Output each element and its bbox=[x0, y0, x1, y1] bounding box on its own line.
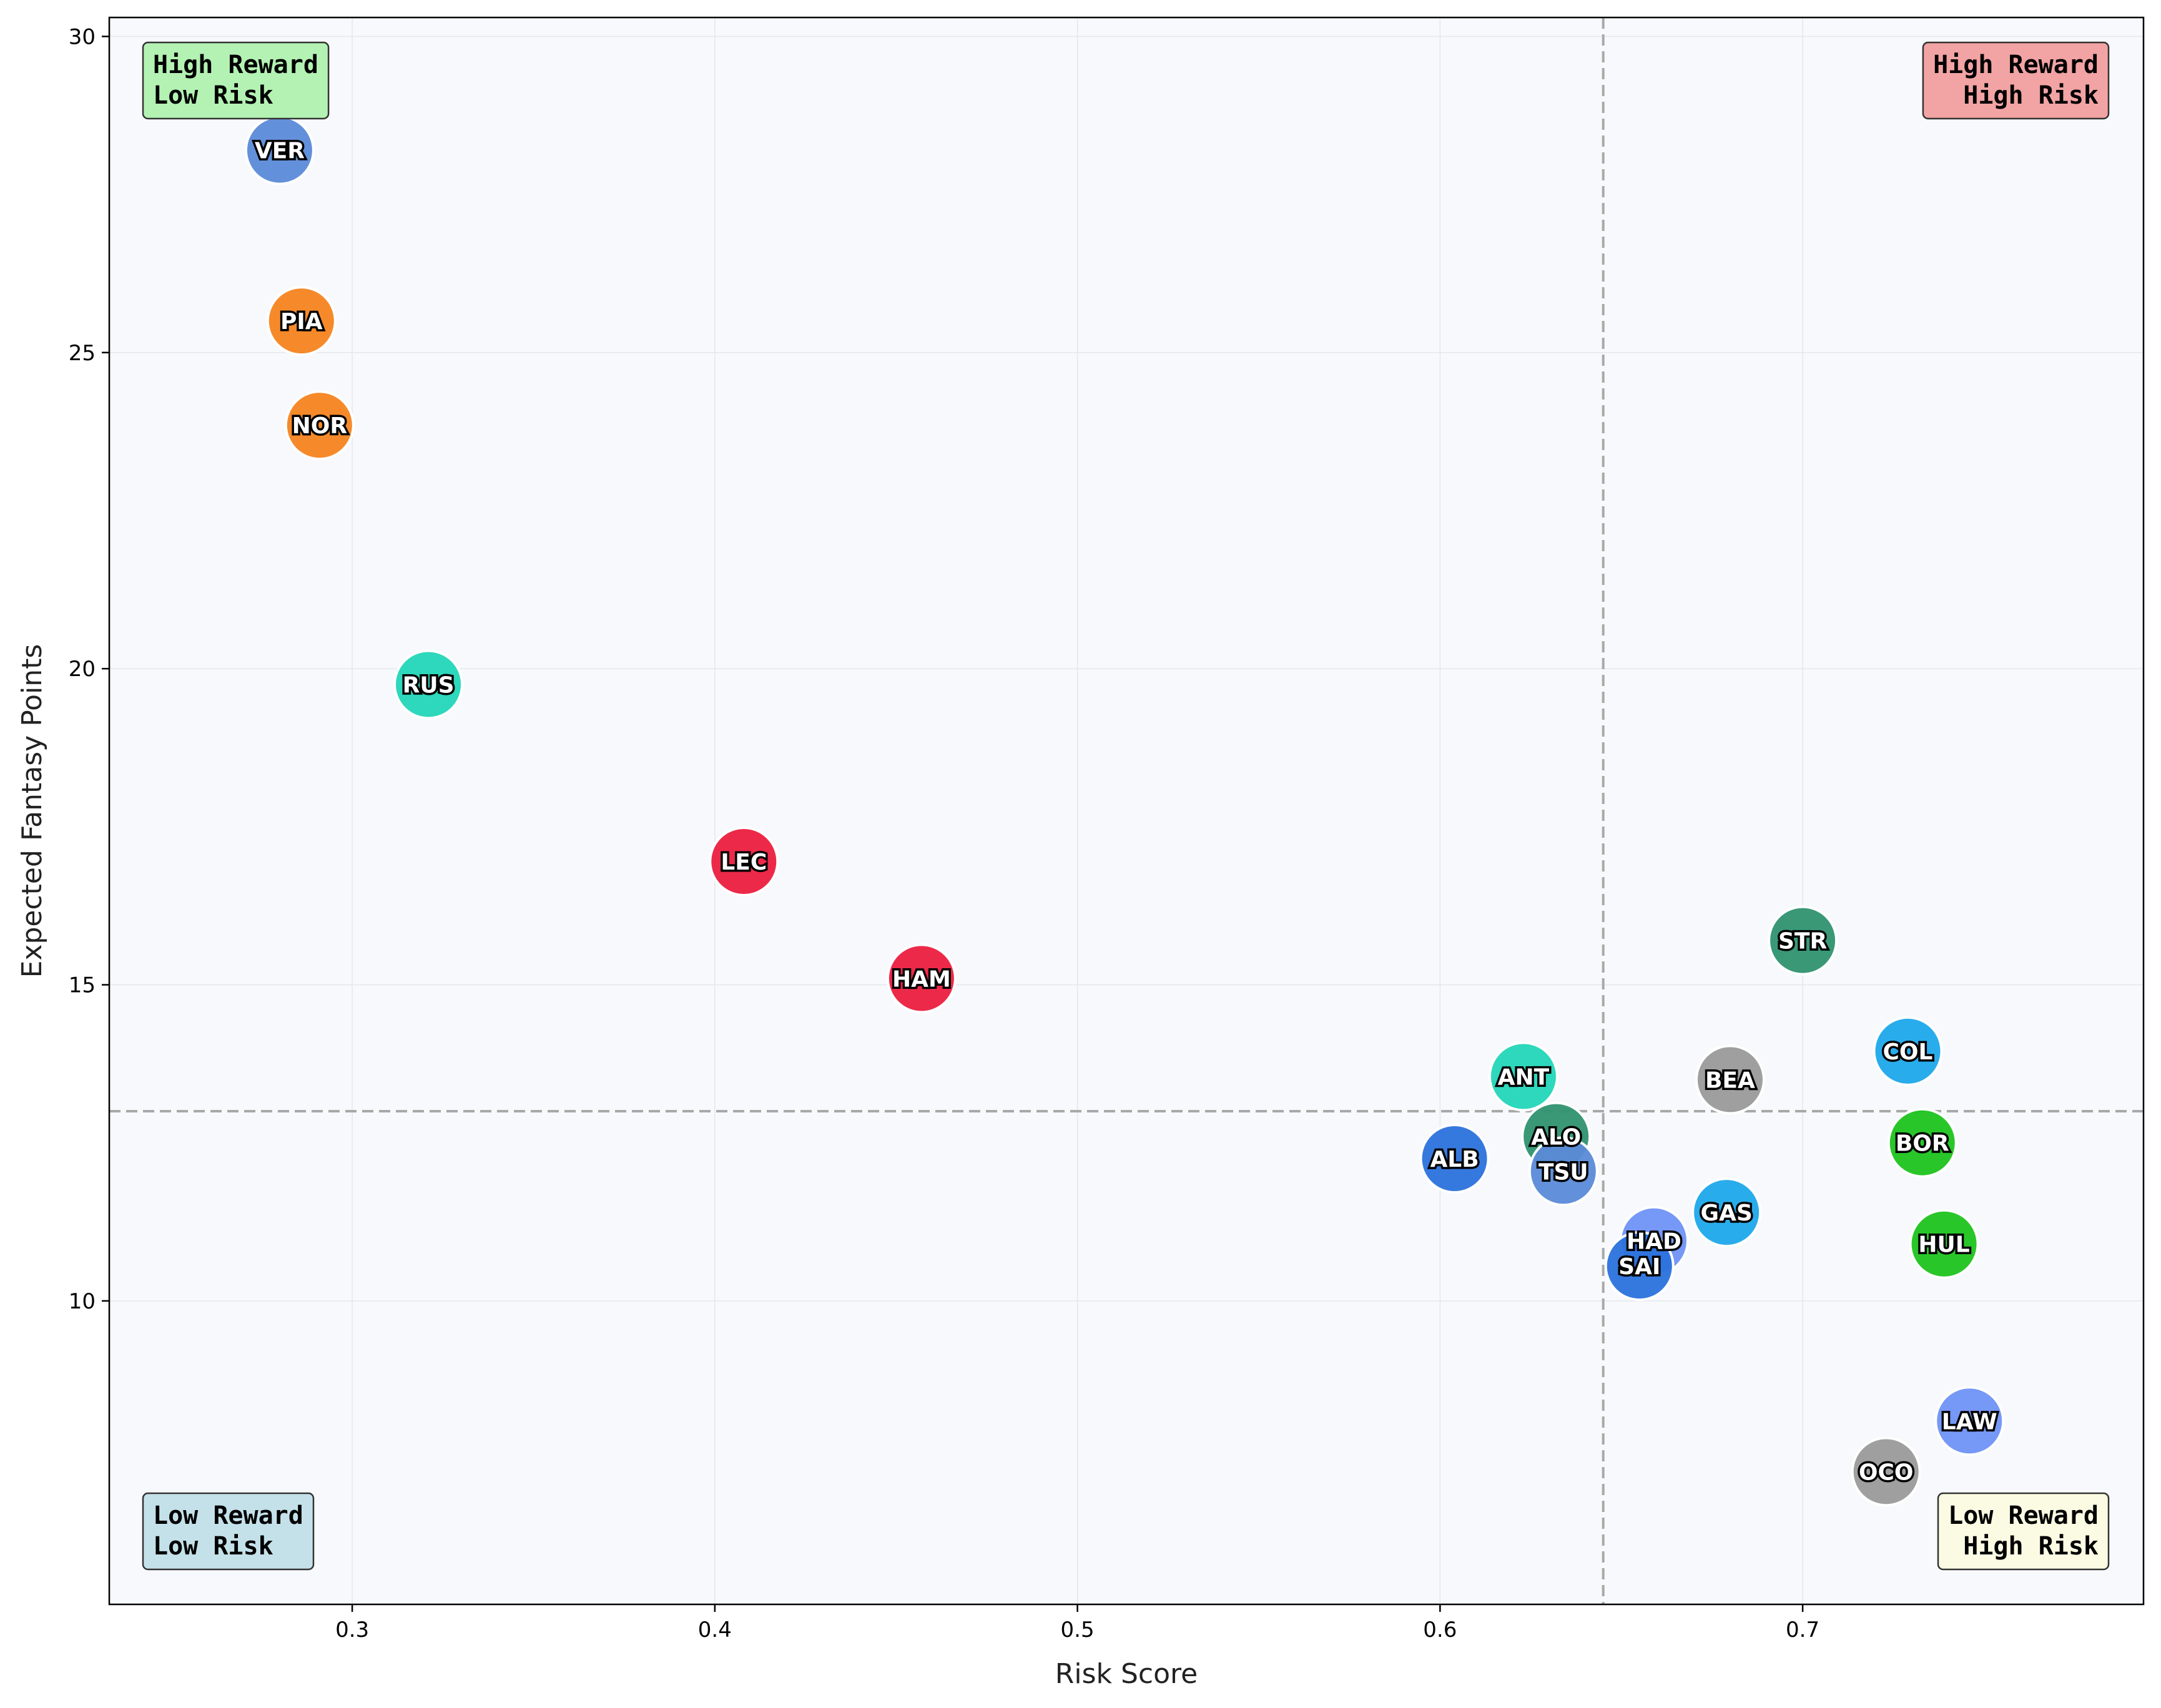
quadrant-text: Low Reward bbox=[1948, 1501, 2099, 1530]
data-point-sai bbox=[1604, 1231, 1675, 1302]
data-point-col bbox=[1873, 1016, 1943, 1086]
quadrant-text: Low Reward bbox=[153, 1501, 303, 1530]
data-label-alo: ALO bbox=[1531, 1125, 1581, 1151]
data-label-ant: ANT bbox=[1498, 1064, 1550, 1090]
quadrant-text: High Risk bbox=[1963, 81, 2099, 110]
data-point-ant bbox=[1488, 1041, 1558, 1112]
data-label-tsu: TSU bbox=[1538, 1159, 1588, 1185]
quadrant-text: Low Risk bbox=[153, 1532, 273, 1561]
x-tick-label: 0.6 bbox=[1423, 1617, 1457, 1642]
data-label-alb: ALB bbox=[1430, 1147, 1479, 1172]
data-label-law: LAW bbox=[1942, 1409, 1997, 1435]
y-tick-label: 15 bbox=[69, 973, 96, 998]
point-labels: VER PIA NOR RUS LEC HAM ANT ALB ALO TSU STR BEA COL B… bbox=[252, 136, 1999, 1488]
plot-frame bbox=[108, 16, 2145, 1606]
quadrant-text: High Reward bbox=[153, 51, 318, 79]
data-point-nor bbox=[284, 390, 355, 461]
data-point-str bbox=[1768, 905, 1838, 976]
data-label-str: STR bbox=[1778, 929, 1827, 955]
quadrant-box bbox=[1937, 1492, 2110, 1571]
data-label-rus: RUS bbox=[403, 672, 455, 698]
data-label-gas: GAS bbox=[1700, 1200, 1752, 1226]
x-tick-label: 0.5 bbox=[1061, 1617, 1095, 1642]
y-tick-label: 25 bbox=[69, 341, 96, 366]
data-point-alb bbox=[1419, 1124, 1490, 1194]
x-tick-label: 0.4 bbox=[698, 1617, 732, 1642]
x-tick-label: 0.7 bbox=[1786, 1617, 1819, 1642]
data-point-bor bbox=[1887, 1107, 1957, 1178]
y-tick-label: 30 bbox=[69, 24, 96, 49]
quadrant-text: Low Risk bbox=[153, 81, 273, 110]
data-label-bor: BOR bbox=[1896, 1131, 1949, 1157]
y-tick-label: 10 bbox=[69, 1289, 96, 1314]
data-point-hul bbox=[1909, 1209, 1979, 1279]
quadrant-box bbox=[142, 1492, 315, 1571]
quadrant-box bbox=[142, 41, 330, 120]
plot-area bbox=[109, 17, 2144, 1604]
data-label-ver: VER bbox=[255, 139, 305, 164]
reference-lines bbox=[109, 17, 2144, 1604]
data-points bbox=[244, 115, 2005, 1507]
data-label-oco: OCO bbox=[1859, 1460, 1914, 1485]
data-label-had: HAD bbox=[1627, 1229, 1681, 1255]
data-point-pia bbox=[266, 286, 337, 356]
data-point-rus bbox=[393, 649, 464, 720]
y-tick-label: 20 bbox=[69, 657, 96, 682]
data-label-lec: LEC bbox=[721, 850, 767, 875]
data-label-hul: HUL bbox=[1918, 1232, 1969, 1258]
data-point-ham bbox=[886, 943, 957, 1014]
data-label-ham: HAM bbox=[892, 966, 951, 992]
data-point-law bbox=[1934, 1386, 2005, 1456]
y-axis-label: Expected Fantasy Points bbox=[16, 644, 48, 978]
y-axis-ticks: 10 15 20 25 30 bbox=[69, 24, 109, 1314]
data-point-tsu bbox=[1528, 1136, 1598, 1207]
data-label-pia: PIA bbox=[280, 309, 323, 335]
quadrant-text: High Risk bbox=[1963, 1532, 2099, 1561]
data-label-col: COL bbox=[1883, 1039, 1933, 1065]
x-axis-ticks: 0.3 0.4 0.5 0.6 0.7 bbox=[335, 1604, 1819, 1642]
x-axis-label: Risk Score bbox=[1055, 1658, 1198, 1690]
data-point-gas bbox=[1691, 1177, 1762, 1248]
x-tick-label: 0.3 bbox=[335, 1617, 369, 1642]
data-point-bea bbox=[1695, 1044, 1765, 1115]
grid bbox=[109, 17, 2144, 1604]
data-label-sai: SAI bbox=[1618, 1254, 1660, 1280]
quadrant-text: High Reward bbox=[1933, 51, 2099, 79]
data-label-bea: BEA bbox=[1705, 1068, 1755, 1093]
data-point-oco bbox=[1851, 1436, 1921, 1507]
data-label-nor: NOR bbox=[292, 413, 347, 439]
quadrant-box bbox=[1922, 41, 2110, 120]
data-point-lec bbox=[709, 827, 779, 897]
